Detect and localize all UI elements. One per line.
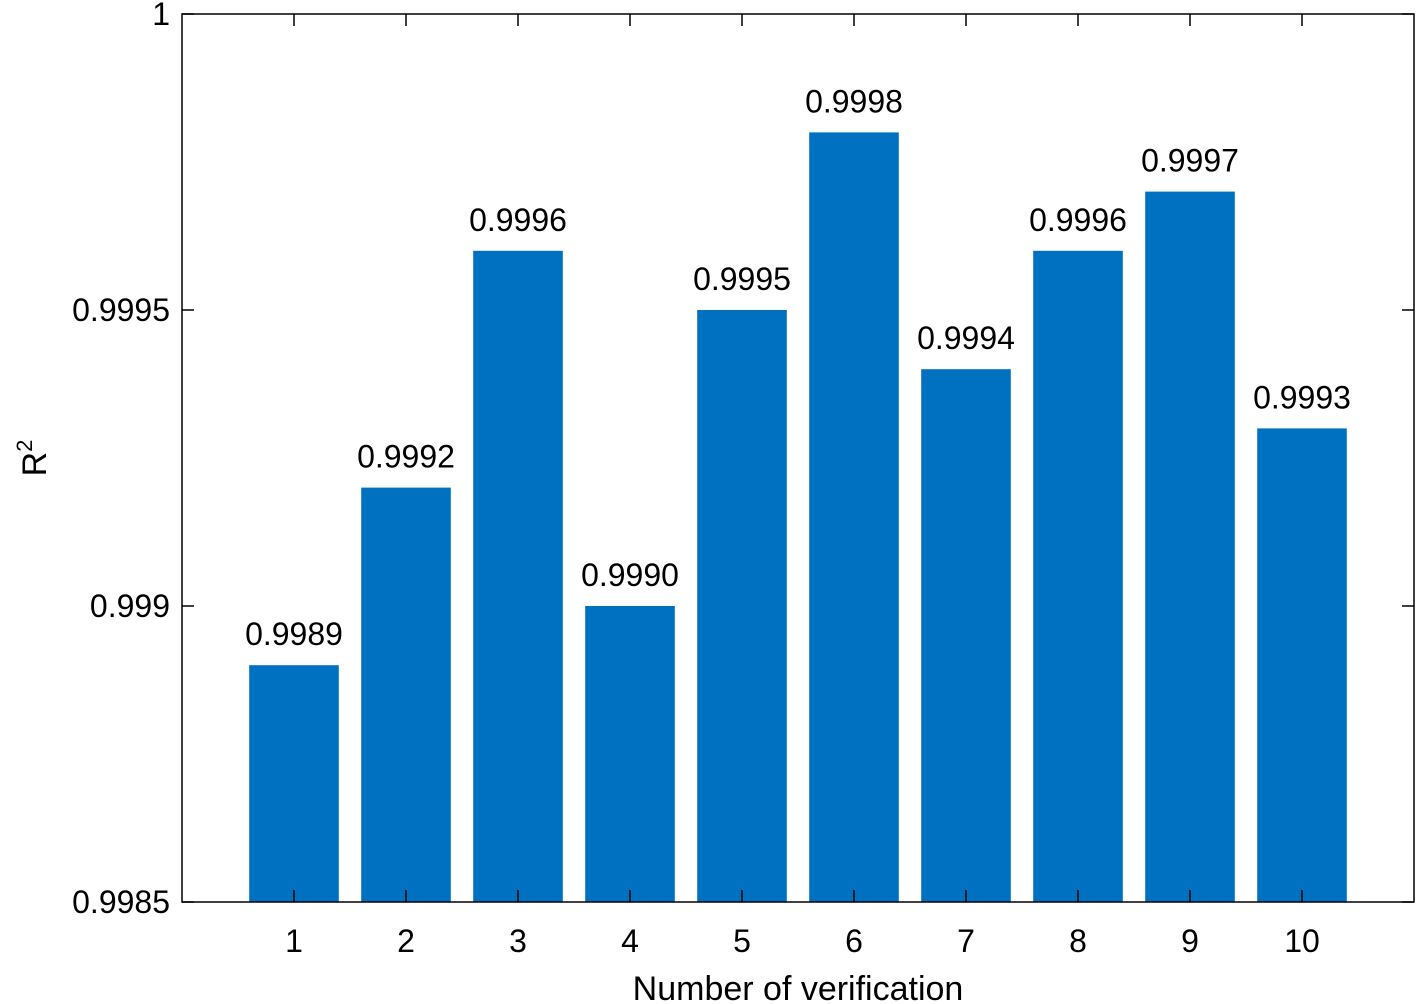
x-tick-label-8: 8 [1069,923,1087,959]
bar-1 [249,665,339,902]
bar-5 [697,310,787,902]
bar-4 [585,606,675,902]
data-label-3: 0.9996 [469,202,567,238]
plot-frame [181,13,1415,903]
data-label-1: 0.9989 [245,616,343,652]
y-tick-label-2: 0.9995 [72,292,170,328]
ticks-layer [182,13,1414,903]
y-tick-label-3: 1 [152,0,170,32]
data-label-10: 0.9993 [1253,379,1351,415]
x-tick-label-2: 2 [397,923,415,959]
y-tick-label-0: 0.9985 [72,884,170,920]
bars-layer [249,132,1347,903]
y-tick-label-1: 0.999 [90,588,170,624]
data-label-5: 0.9995 [693,261,791,297]
data-label-7: 0.9994 [917,320,1015,356]
bar-10 [1257,428,1347,902]
x-tick-label-4: 4 [621,923,639,959]
bar-7 [921,369,1011,902]
x-tick-label-5: 5 [733,923,751,959]
y-axis-title-main: R [16,452,54,477]
x-axis-title: Number of verification [633,970,964,1004]
data-label-8: 0.9996 [1029,202,1127,238]
y-axis-title-superscript: 2 [12,440,37,452]
x-tick-label-1: 1 [285,923,303,959]
y-axis-title: R2 [12,440,54,477]
data-label-4: 0.9990 [581,557,679,593]
bar-2 [361,487,451,902]
x-tick-label-10: 10 [1284,923,1320,959]
x-tick-label-3: 3 [509,923,527,959]
data-label-9: 0.9997 [1141,143,1239,179]
data-label-6: 0.9998 [805,83,903,119]
data-label-2: 0.9992 [357,439,455,475]
x-tick-label-6: 6 [845,923,863,959]
x-tick-label-7: 7 [957,923,975,959]
bar-8 [1033,250,1123,903]
bar-6 [809,132,899,902]
bar-9 [1145,191,1235,903]
labels-layer: 0.998910.999220.999630.999040.999550.999… [72,0,1351,959]
x-tick-label-9: 9 [1181,923,1199,959]
bar-3 [473,250,563,903]
